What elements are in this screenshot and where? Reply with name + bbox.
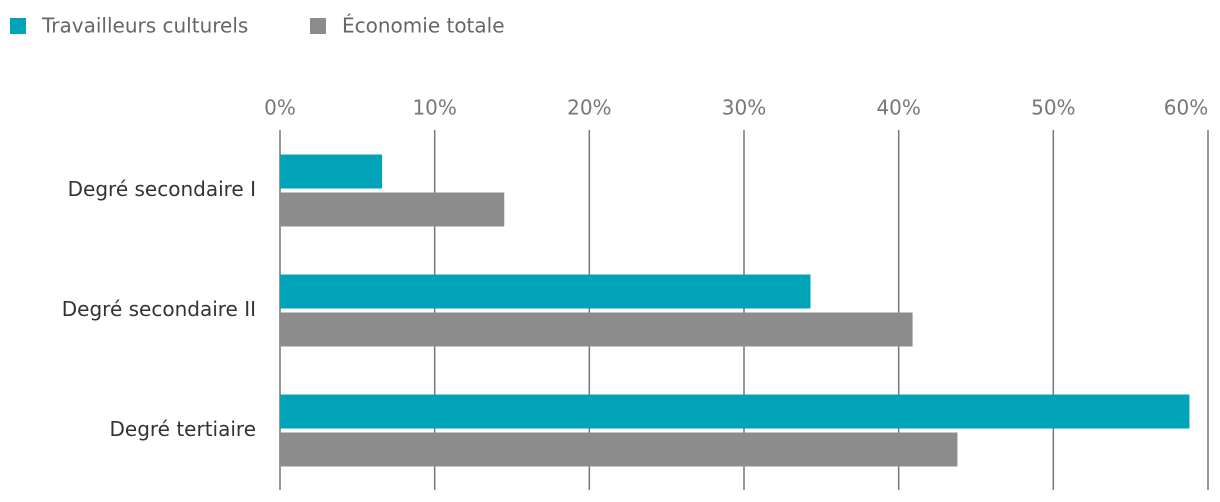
bar (280, 274, 811, 309)
category-label: Degré tertiaire (109, 417, 256, 441)
x-tick-label: 10% (412, 96, 456, 120)
bar (280, 154, 383, 189)
category-label: Degré secondaire I (68, 177, 256, 201)
x-tick-label: 0% (264, 96, 296, 120)
bar (280, 192, 505, 227)
x-tick-label: 50% (1031, 96, 1075, 120)
x-tick-label: 20% (567, 96, 611, 120)
legend-swatch (10, 18, 26, 34)
x-tick-label: 30% (722, 96, 766, 120)
legend-swatch (310, 18, 326, 34)
bar (280, 394, 1190, 429)
category-label: Degré secondaire II (62, 297, 256, 321)
x-tick-label: 40% (876, 96, 920, 120)
legend-label: Travailleurs culturels (41, 14, 248, 38)
bar (280, 312, 913, 347)
legend-label: Économie totale (342, 14, 505, 38)
bar (280, 432, 958, 467)
x-tick-label: 60% (1164, 96, 1208, 120)
